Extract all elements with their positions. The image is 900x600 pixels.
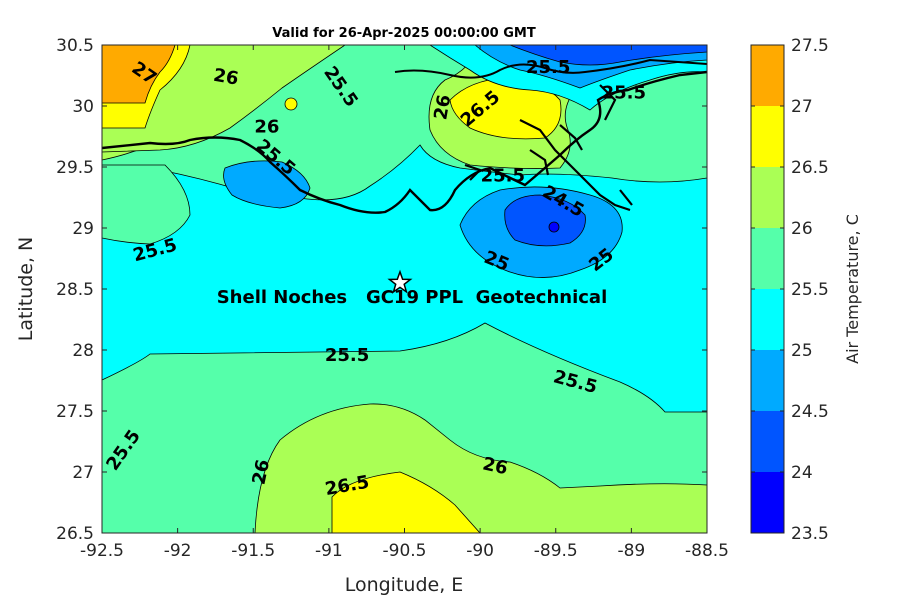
site-marker-group: Shell Noches GC19 PPL Geotechnical — [217, 269, 608, 308]
colorbar-band — [751, 228, 784, 289]
y-tick-label: 30.5 — [56, 36, 94, 56]
colorbar-band — [751, 167, 784, 228]
x-axis-label: Longitude, E — [345, 574, 464, 596]
x-tick-label: -90 — [466, 541, 494, 561]
band-24-5-west — [223, 160, 311, 209]
band-26-5-south — [331, 471, 481, 533]
y-axis-label: Latitude, N — [15, 237, 37, 342]
contour-label: 25.5 — [325, 345, 369, 366]
colorbar-tick-label: 26 — [791, 219, 813, 239]
x-tick-label: -89.5 — [534, 541, 578, 561]
y-axis-ticks: 30.5 30 29.5 29 28.5 28 27.5 27 26.5 — [56, 36, 707, 544]
colorbar-band — [751, 350, 784, 411]
colorbar-band — [751, 45, 784, 106]
colorbar-tick-label: 26.5 — [791, 158, 829, 178]
x-tick-label: -91 — [315, 541, 343, 561]
colorbar-tick-label: 25 — [791, 341, 813, 361]
x-tick-label: -92.5 — [80, 541, 124, 561]
y-tick-label: 27.5 — [56, 402, 94, 422]
y-tick-label: 26.5 — [56, 524, 94, 544]
colorbar-tick-label: 24 — [791, 463, 813, 483]
contour-label: 25.5 — [602, 83, 646, 104]
small-26-5-spot — [284, 97, 298, 111]
plot-area — [102, 45, 707, 533]
chart-title: Valid for 26-Apr-2025 00:00:00 GMT — [272, 26, 536, 41]
x-axis-ticks: -92.5 -92 -91.5 -91 -90.5 -90 -89.5 -89 -88.5 — [80, 45, 729, 561]
y-tick-label: 30 — [72, 97, 94, 117]
colorbar-band — [751, 106, 784, 167]
x-tick-label: -88.5 — [685, 541, 729, 561]
colorbar-label: Air Temperature, C — [843, 214, 862, 364]
colorbar-band — [751, 472, 784, 533]
colorbar — [751, 45, 784, 533]
contour-label: 26 — [430, 93, 455, 121]
contour-label: 25.5 — [526, 57, 570, 78]
contour-label: 26 — [212, 65, 240, 90]
colorbar-band — [751, 411, 784, 472]
contour-label: 25.5 — [481, 166, 525, 187]
contour-label: 26 — [254, 117, 279, 138]
coastline — [102, 70, 707, 214]
colorbar-tick-label: 24.5 — [791, 402, 829, 422]
coastline-bay — [394, 58, 707, 79]
colorbar-tick-label: 27.5 — [791, 36, 829, 56]
contour-label: 26 — [481, 454, 510, 480]
band-23-5-spot — [548, 221, 560, 233]
y-tick-label: 28 — [72, 341, 94, 361]
band-25-5-west — [102, 164, 191, 245]
colorbar-tick-label: 25.5 — [791, 280, 829, 300]
coastline-islands — [464, 84, 633, 212]
x-tick-label: -90.5 — [383, 541, 427, 561]
site-annotation: Shell Noches GC19 PPL Geotechnical — [217, 287, 608, 308]
x-tick-label: -89 — [617, 541, 645, 561]
x-tick-label: -92 — [164, 541, 192, 561]
y-tick-label: 27 — [72, 463, 94, 483]
colorbar-band — [751, 289, 784, 350]
x-tick-label: -91.5 — [231, 541, 275, 561]
colorbar-tick-label: 27 — [791, 97, 813, 117]
band-24-southeast — [504, 194, 586, 247]
band-24-northeast — [509, 45, 707, 66]
contour-label: 26 — [248, 458, 274, 487]
site-star-icon — [387, 269, 413, 294]
colorbar-tick-label: 23.5 — [791, 524, 829, 544]
y-tick-label: 28.5 — [56, 280, 94, 300]
y-tick-label: 29.5 — [56, 158, 94, 178]
band-27-northwest — [102, 45, 176, 104]
y-tick-label: 29 — [72, 219, 94, 239]
colorbar-ticks: 27.5 27 26.5 26 25.5 25 24.5 24 23.5 — [751, 36, 829, 544]
